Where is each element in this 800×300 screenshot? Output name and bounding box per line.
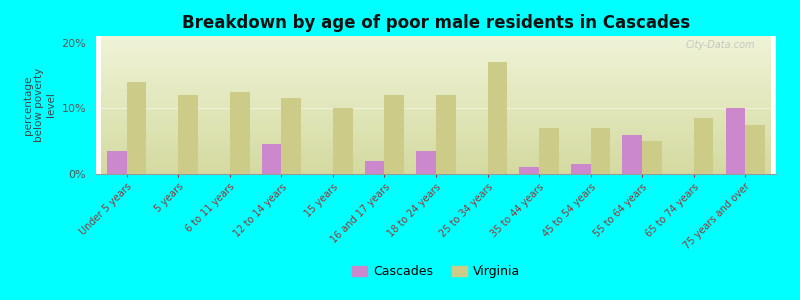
Bar	[417, 151, 436, 174]
Bar	[436, 95, 455, 174]
Bar	[590, 128, 610, 174]
Bar	[230, 92, 250, 174]
Bar	[333, 108, 353, 174]
Bar	[622, 135, 642, 174]
Bar	[745, 125, 765, 174]
Bar	[282, 98, 301, 174]
Text: City-Data.com: City-Data.com	[686, 40, 755, 50]
Bar	[178, 95, 198, 174]
Bar	[539, 128, 558, 174]
Bar	[107, 151, 127, 174]
Bar	[262, 144, 282, 174]
Bar	[385, 95, 404, 174]
Bar	[519, 167, 539, 174]
Bar	[365, 161, 385, 174]
Bar	[694, 118, 713, 174]
Legend: Cascades, Virginia: Cascades, Virginia	[346, 260, 526, 283]
Bar	[726, 108, 745, 174]
Bar	[642, 141, 662, 174]
Bar	[127, 82, 146, 174]
Bar	[571, 164, 590, 174]
Y-axis label: percentage
below poverty
level: percentage below poverty level	[22, 68, 56, 142]
Bar	[487, 62, 507, 174]
Title: Breakdown by age of poor male residents in Cascades: Breakdown by age of poor male residents …	[182, 14, 690, 32]
